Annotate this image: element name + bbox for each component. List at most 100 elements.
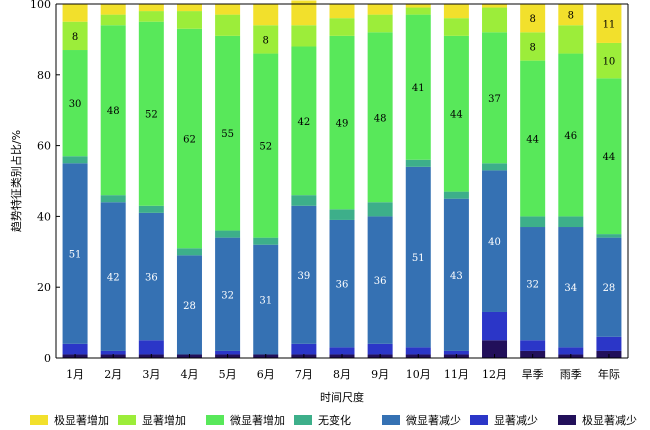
x-tick-label: 10月 [406, 368, 431, 381]
data-label: 43 [450, 271, 463, 282]
bar-segment [482, 32, 508, 164]
bar-segment [253, 244, 279, 355]
bar-segment [596, 237, 622, 337]
x-tick-label: 11月 [444, 368, 469, 381]
data-label: 48 [374, 113, 387, 124]
bar-segment [215, 350, 241, 355]
bar-segment [520, 4, 546, 33]
bar-segment [329, 4, 355, 19]
bar-segment [62, 4, 88, 22]
bar-segment [482, 7, 508, 33]
bar-segment [176, 255, 202, 355]
bar-segment [100, 25, 126, 196]
bar-segment [443, 18, 469, 36]
data-label: 36 [374, 276, 387, 287]
data-label: 8 [529, 42, 535, 53]
legend-swatch [470, 415, 488, 425]
bars-group [62, 0, 622, 358]
data-label: 37 [488, 94, 501, 105]
bar-segment [176, 4, 202, 12]
data-label: 28 [603, 283, 616, 294]
bar-segment [253, 237, 279, 245]
x-tick-label: 12月 [482, 368, 507, 381]
bar-segment [291, 46, 317, 196]
x-tick-label: 1月 [66, 368, 84, 381]
x-tick-label: 2月 [104, 368, 122, 381]
bar-segment [443, 198, 469, 351]
data-label: 49 [336, 119, 349, 130]
bar-segment [520, 32, 546, 61]
bar-segment [482, 170, 508, 312]
legend-swatch [118, 415, 136, 425]
data-label: 28 [183, 301, 196, 312]
legend: 极显著增加 显著增加 微显著增加 无变化 微显著减少 显著减少 极显著减少 [30, 413, 637, 427]
bar-segment [291, 205, 317, 344]
bar-segment [558, 4, 584, 26]
bar-segment [100, 4, 126, 15]
data-label: 31 [259, 296, 272, 307]
bar-segment [443, 35, 469, 192]
legend-label: 微显著增加 [230, 413, 285, 427]
data-label: 32 [526, 280, 539, 291]
data-label: 44 [450, 110, 463, 121]
bar-segment [100, 195, 126, 203]
legend-label: 显著减少 [494, 413, 538, 427]
bar-segment [596, 336, 622, 351]
bar-segment [138, 4, 164, 12]
bar-segment [596, 78, 622, 235]
data-label: 34 [564, 283, 577, 294]
legend-swatch [558, 415, 576, 425]
bar-segment [62, 343, 88, 355]
bar-segment [62, 50, 88, 157]
bar-segment [215, 14, 241, 36]
bar-segment [329, 347, 355, 355]
data-label: 41 [412, 83, 425, 94]
y-tick-label: 60 [37, 140, 51, 153]
bar-segment [405, 7, 431, 15]
bar-segment [215, 237, 241, 351]
bar-segment [367, 4, 393, 15]
x-tick-label: 5月 [219, 368, 237, 381]
bar-segment [405, 159, 431, 167]
bar-segment [62, 21, 88, 51]
y-axis-title: 趋势特征类别占比/% [9, 130, 23, 232]
bar-segment [367, 32, 393, 203]
data-label: 8 [529, 14, 535, 25]
data-label: 10 [603, 57, 616, 68]
data-label: 44 [526, 135, 539, 146]
legend-label: 极显著减少 [582, 413, 637, 427]
x-tick-label: 8月 [333, 368, 351, 381]
bar-segment [138, 340, 164, 355]
bar-segment [558, 25, 584, 54]
data-label: 8 [263, 35, 269, 46]
bar-segment [558, 216, 584, 228]
data-label: 46 [564, 131, 577, 142]
x-tick-label: 7月 [295, 368, 313, 381]
y-tick-label: 0 [44, 352, 51, 365]
bar-segment [138, 212, 164, 341]
x-tick-label: 年际 [598, 367, 620, 381]
bar-segment [596, 234, 622, 238]
bar-segment [520, 60, 546, 217]
y-tick-label: 40 [37, 210, 51, 223]
data-labels-group: 51 42 36 28 32 31 39 36 36 51 43 40 32 34 28 30 48 52 62 55… [69, 11, 616, 312]
bar-segment [253, 25, 279, 54]
data-label: 36 [336, 280, 349, 291]
bar-segment [291, 195, 317, 206]
bar-segment [367, 216, 393, 344]
bar-segment [520, 216, 546, 228]
bar-segment [176, 28, 202, 249]
bar-segment [138, 21, 164, 206]
bar-segment [215, 35, 241, 231]
bar-segment [596, 4, 622, 43]
data-label: 48 [107, 106, 120, 117]
data-label: 51 [412, 253, 425, 264]
bar-segment [482, 340, 508, 358]
bar-segment [520, 227, 546, 341]
legend-label: 极显著增加 [54, 413, 109, 427]
data-label: 62 [183, 135, 196, 146]
bar-segment [138, 205, 164, 213]
bar-segment [443, 191, 469, 199]
